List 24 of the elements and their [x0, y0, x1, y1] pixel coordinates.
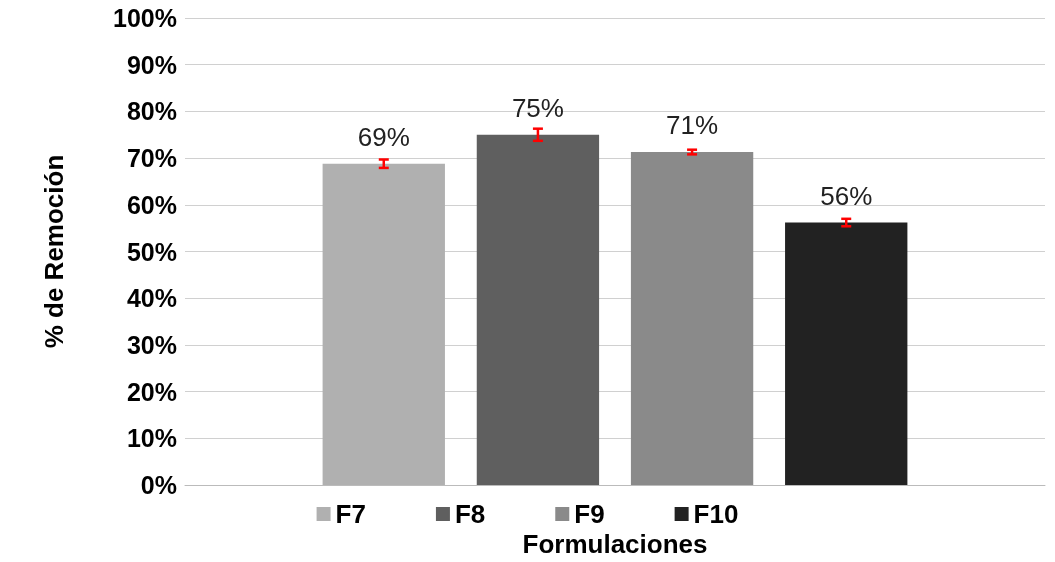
y-tick-label: 0%	[140, 471, 177, 499]
legend-label: F10	[693, 499, 739, 529]
legend-label: F9	[574, 499, 605, 529]
legend-label: F8	[454, 499, 486, 529]
y-tick-label: 40%	[126, 284, 177, 313]
bar	[476, 134, 600, 485]
y-tick-label: 50%	[126, 237, 177, 266]
data-label: 71%	[666, 110, 719, 141]
y-tick-label: 80%	[126, 97, 177, 126]
y-tick-label: 30%	[126, 330, 177, 359]
data-label: 56%	[820, 180, 873, 211]
legend-label: F7	[335, 499, 366, 529]
x-axis-title: Formulaciones	[522, 529, 708, 559]
bar	[630, 152, 754, 485]
y-tick-label: 20%	[126, 377, 177, 406]
bar	[785, 222, 908, 485]
data-label: 75%	[511, 92, 564, 123]
y-tick-label: 70%	[126, 144, 177, 173]
y-tick-label: 90%	[126, 50, 177, 79]
y-tick-label: 60%	[126, 190, 177, 219]
y-tick-label: 100%	[113, 4, 177, 32]
y-axis-title: % de Remoción	[39, 154, 69, 349]
y-tick-label: 10%	[126, 424, 177, 453]
data-label: 69%	[357, 121, 410, 152]
